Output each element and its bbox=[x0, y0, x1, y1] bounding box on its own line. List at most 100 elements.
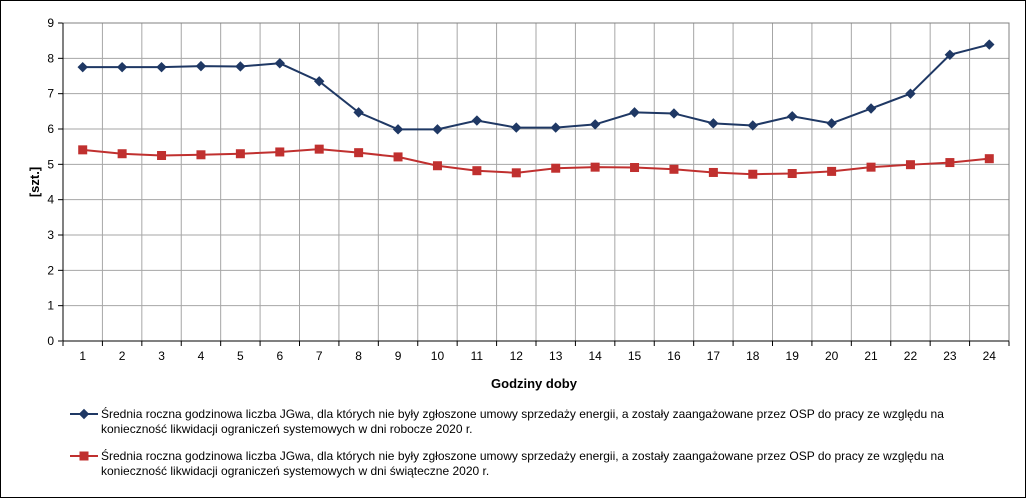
x-tick-label: 6 bbox=[276, 349, 283, 363]
legend-label: Średnia roczna godzinowa liczba JGwa, dl… bbox=[101, 448, 944, 478]
x-tick-label: 23 bbox=[943, 349, 957, 363]
data-point bbox=[984, 154, 994, 164]
legend-item-2: Średnia roczna godzinowa liczba JGwa, dl… bbox=[70, 448, 944, 478]
data-point bbox=[629, 107, 640, 118]
data-point bbox=[748, 169, 758, 179]
data-point bbox=[787, 111, 798, 122]
legend-swatch-marker bbox=[78, 408, 90, 420]
x-tick-label: 14 bbox=[588, 349, 602, 363]
data-point bbox=[590, 162, 600, 172]
x-tick-label: 8 bbox=[355, 349, 362, 363]
data-point bbox=[353, 107, 364, 118]
x-tick-label: 13 bbox=[549, 349, 563, 363]
x-tick-label: 1 bbox=[79, 349, 86, 363]
x-tick-label: 19 bbox=[786, 349, 800, 363]
series-layer bbox=[77, 39, 995, 179]
data-point bbox=[156, 61, 167, 73]
legend-swatch-marker bbox=[79, 451, 89, 461]
data-point bbox=[314, 144, 324, 154]
legend-label-line: konieczność likwidacji ograniczeń system… bbox=[101, 422, 473, 436]
data-point bbox=[392, 124, 404, 135]
x-tick-label: 12 bbox=[510, 349, 524, 363]
x-axis-title: Godziny doby bbox=[491, 376, 578, 391]
data-point bbox=[905, 88, 916, 99]
data-point bbox=[905, 160, 915, 170]
x-tick-label: 21 bbox=[864, 349, 878, 363]
data-point bbox=[589, 119, 601, 130]
y-tick-label: 9 bbox=[47, 16, 54, 30]
data-point bbox=[787, 169, 797, 179]
x-tick-label: 4 bbox=[198, 349, 205, 363]
y-tick-label: 5 bbox=[47, 157, 54, 171]
y-tick-label: 3 bbox=[47, 228, 54, 242]
data-point bbox=[708, 167, 718, 177]
data-point bbox=[196, 150, 206, 160]
x-tick-label: 24 bbox=[983, 349, 997, 363]
data-point bbox=[866, 162, 876, 172]
legend-label-line: konieczność likwidacji ograniczeń system… bbox=[101, 464, 489, 478]
data-point bbox=[157, 151, 167, 160]
x-tick-label: 15 bbox=[628, 349, 642, 363]
x-tick-label: 11 bbox=[471, 349, 484, 363]
x-tick-label: 7 bbox=[316, 349, 323, 363]
data-point bbox=[668, 108, 680, 119]
data-point bbox=[432, 161, 442, 171]
y-tick-label: 1 bbox=[47, 299, 54, 313]
data-point bbox=[944, 49, 956, 61]
x-tick-label: 20 bbox=[825, 349, 839, 363]
data-point bbox=[471, 115, 483, 126]
data-point bbox=[117, 149, 127, 159]
data-point bbox=[235, 61, 246, 72]
y-tick-label: 6 bbox=[47, 122, 54, 136]
data-point bbox=[630, 163, 640, 173]
data-point bbox=[550, 122, 561, 133]
legend-item-1: Średnia roczna godzinowa liczba JGwa, dl… bbox=[70, 406, 944, 436]
data-point bbox=[195, 60, 207, 72]
data-point bbox=[275, 147, 285, 157]
y-tick-label: 4 bbox=[47, 193, 54, 207]
y-axis-title: [szt.] bbox=[27, 167, 42, 197]
data-point bbox=[551, 163, 561, 173]
data-point bbox=[432, 124, 443, 135]
legend-label-line: Średnia roczna godzinowa liczba JGwa, dl… bbox=[101, 448, 944, 463]
data-point bbox=[865, 103, 877, 114]
series-line bbox=[82, 148, 990, 176]
data-point bbox=[511, 168, 521, 178]
data-point bbox=[314, 76, 325, 87]
data-point bbox=[235, 149, 245, 159]
data-point bbox=[393, 152, 403, 162]
data-point bbox=[77, 61, 88, 73]
legend-label-line: Średnia roczna godzinowa liczba JGwa, dl… bbox=[101, 406, 944, 421]
x-tick-label: 2 bbox=[119, 349, 126, 363]
x-tick-label: 5 bbox=[237, 349, 244, 363]
legend: Średnia roczna godzinowa liczba JGwa, dl… bbox=[70, 406, 944, 478]
y-tick-label: 7 bbox=[47, 87, 54, 101]
data-point bbox=[826, 118, 837, 129]
x-tick-label: 3 bbox=[158, 349, 165, 363]
y-tick-label: 8 bbox=[47, 51, 54, 65]
data-point bbox=[669, 164, 679, 174]
data-point bbox=[472, 166, 482, 176]
x-tick-label: 22 bbox=[904, 349, 918, 363]
series-2 bbox=[78, 144, 994, 179]
y-tick-label: 2 bbox=[47, 263, 54, 277]
series-1 bbox=[77, 39, 995, 135]
data-point bbox=[274, 58, 285, 69]
data-point bbox=[116, 61, 128, 73]
data-point bbox=[945, 158, 955, 168]
series-line bbox=[82, 43, 990, 131]
data-point bbox=[827, 166, 837, 176]
legend-label: Średnia roczna godzinowa liczba JGwa, dl… bbox=[101, 406, 944, 436]
data-point bbox=[708, 118, 719, 129]
x-tick-label: 10 bbox=[431, 349, 445, 363]
x-tick-label: 18 bbox=[746, 349, 760, 363]
data-point bbox=[511, 122, 522, 133]
data-point bbox=[747, 120, 758, 131]
data-point bbox=[354, 148, 364, 158]
x-tick-label: 16 bbox=[667, 349, 681, 363]
y-tick-label: 0 bbox=[47, 334, 54, 348]
data-point bbox=[984, 39, 995, 50]
